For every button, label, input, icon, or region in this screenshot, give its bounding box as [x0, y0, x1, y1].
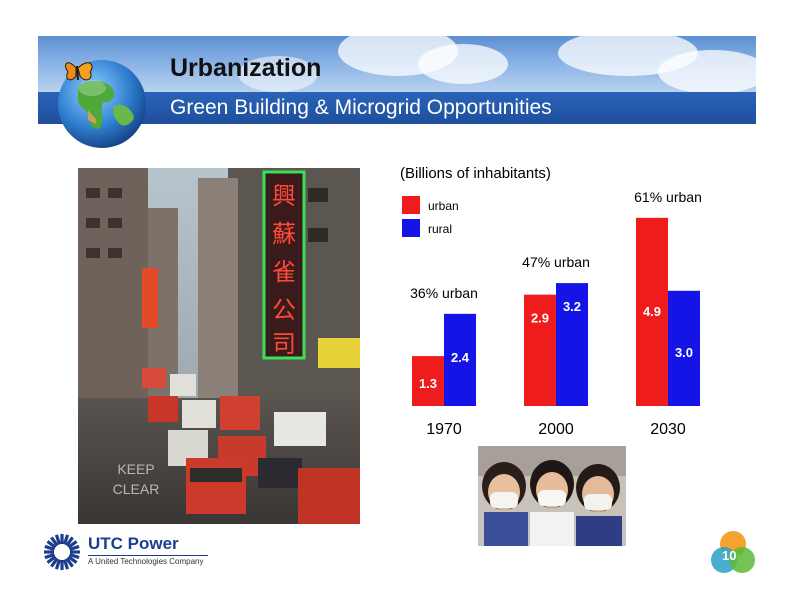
logo-ray	[67, 555, 78, 564]
bar-urban-1970	[412, 356, 444, 406]
logo-ray	[69, 552, 80, 560]
value-label-rural-1970: 2.4	[451, 350, 470, 365]
children-with-masks-photo	[478, 446, 626, 546]
logo-ray	[44, 550, 54, 554]
logo-ray	[69, 544, 80, 552]
bar-rural-2030	[668, 290, 700, 406]
logo-ray	[50, 536, 59, 547]
logo-ray	[60, 560, 64, 570]
logo-ray	[65, 557, 74, 568]
logo-ray	[44, 544, 55, 552]
logo-ray	[62, 559, 70, 570]
svg-text:雀: 雀	[272, 258, 296, 286]
page-number-badge-icon	[711, 531, 755, 573]
logo-divider	[88, 555, 208, 556]
keep-clear-road-marking: KEEP	[117, 461, 154, 477]
value-label-rural-2030: 3.0	[675, 345, 693, 360]
globe-butterfly-icon	[58, 60, 146, 148]
chart-title: (Billions of inhabitants)	[400, 165, 551, 182]
urbanization-bar-chart: (Billions of inhabitants) urban rural 1.…	[400, 165, 702, 438]
logo-ray	[62, 534, 70, 545]
slide-subtitle: Green Building & Microgrid Opportunities	[170, 96, 552, 119]
logo-ray	[54, 534, 62, 545]
header-blue-bar	[38, 92, 756, 124]
svg-text:興: 興	[272, 182, 296, 210]
annotation-2030: 61% urban	[634, 189, 702, 205]
legend-swatch-rural	[402, 219, 420, 237]
logo-ray	[44, 552, 55, 560]
x-tick-label-1970: 1970	[426, 421, 462, 438]
legend-label-rural: rural	[428, 222, 452, 236]
hong-kong-street-photo: 興 蘇 雀 公 司 KEEP CLEAR	[78, 168, 360, 524]
svg-text:CLEAR: CLEAR	[113, 481, 160, 497]
company-name: UTC Power	[88, 534, 179, 553]
value-label-urban-2000: 2.9	[531, 311, 549, 326]
slide-title: Urbanization	[170, 54, 322, 82]
bar-rural-1970	[444, 313, 476, 406]
page-number: 10	[722, 548, 737, 563]
bar-urban-2000	[524, 294, 556, 406]
annotation-1970: 36% urban	[410, 285, 478, 301]
bar-rural-2000	[556, 283, 588, 406]
svg-text:蘇: 蘇	[272, 220, 296, 248]
bar-urban-2030	[636, 217, 668, 406]
x-tick-label-2030: 2030	[650, 421, 686, 438]
legend-label-urban: urban	[428, 199, 459, 213]
annotation-2000: 47% urban	[522, 254, 590, 270]
logo-ray	[67, 540, 78, 549]
value-label-rural-2000: 3.2	[563, 299, 581, 314]
company-tagline: A United Technologies Company	[88, 557, 204, 566]
logo-ray	[60, 534, 64, 544]
logo-ray	[46, 555, 57, 564]
value-label-urban-1970: 1.3	[419, 376, 437, 391]
value-label-urban-2030: 4.9	[643, 304, 661, 319]
legend-swatch-urban	[402, 196, 420, 214]
chart-bars: 1.3 2.4 36% urban 1970 2.9 3.2 47% urban 2000 4.…	[410, 189, 702, 438]
utc-power-logo-icon	[44, 534, 80, 570]
header-sky-banner	[38, 36, 756, 92]
x-tick-label-2000: 2000	[538, 421, 574, 438]
svg-text:公: 公	[272, 296, 296, 324]
svg-text:司: 司	[272, 330, 296, 358]
logo-ray	[46, 540, 57, 549]
logo-ray	[65, 536, 74, 547]
logo-ray	[70, 550, 80, 554]
logo-ray	[50, 557, 59, 568]
logo-ray	[54, 559, 62, 570]
